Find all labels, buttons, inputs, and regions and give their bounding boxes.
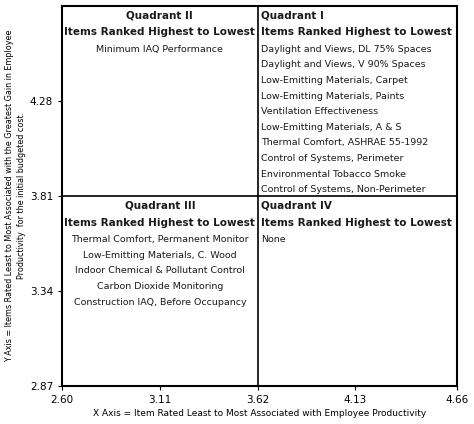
Text: Control of Systems, Perimeter: Control of Systems, Perimeter bbox=[262, 154, 404, 163]
Text: None: None bbox=[262, 235, 286, 244]
Text: Ventilation Effectiveness: Ventilation Effectiveness bbox=[262, 107, 379, 116]
Text: Quadrant I: Quadrant I bbox=[262, 10, 324, 20]
Text: Control of Systems, Non-Perimeter: Control of Systems, Non-Perimeter bbox=[262, 185, 426, 194]
Text: Low-Emitting Materials, A & S: Low-Emitting Materials, A & S bbox=[262, 123, 402, 132]
Y-axis label: Y Axis = Items Rated Least to Most Associated with the Greatest Gain in Employee: Y Axis = Items Rated Least to Most Assoc… bbox=[6, 30, 26, 362]
Text: Daylight and Views, DL 75% Spaces: Daylight and Views, DL 75% Spaces bbox=[262, 45, 432, 53]
Text: Thermal Comfort, Permanent Monitor: Thermal Comfort, Permanent Monitor bbox=[71, 235, 249, 244]
Text: Low-Emitting Materials, Paints: Low-Emitting Materials, Paints bbox=[262, 92, 405, 100]
Text: Construction IAQ, Before Occupancy: Construction IAQ, Before Occupancy bbox=[73, 298, 246, 307]
Text: Items Ranked Highest to Lowest: Items Ranked Highest to Lowest bbox=[64, 218, 255, 228]
Text: Quadrant III: Quadrant III bbox=[125, 201, 195, 210]
Text: Items Ranked Highest to Lowest: Items Ranked Highest to Lowest bbox=[64, 28, 255, 37]
Text: Low-Emitting Materials, Carpet: Low-Emitting Materials, Carpet bbox=[262, 76, 408, 85]
Text: Indoor Chemical & Pollutant Control: Indoor Chemical & Pollutant Control bbox=[75, 266, 245, 275]
Text: Items Ranked Highest to Lowest: Items Ranked Highest to Lowest bbox=[262, 28, 452, 37]
Text: Items Ranked Highest to Lowest: Items Ranked Highest to Lowest bbox=[262, 218, 452, 228]
Text: Minimum IAQ Performance: Minimum IAQ Performance bbox=[96, 45, 223, 53]
Text: Carbon Dioxide Monitoring: Carbon Dioxide Monitoring bbox=[97, 282, 223, 291]
Text: Environmental Tobacco Smoke: Environmental Tobacco Smoke bbox=[262, 170, 407, 179]
Text: Quadrant IV: Quadrant IV bbox=[262, 201, 332, 210]
Text: Low-Emitting Materials, C. Wood: Low-Emitting Materials, C. Wood bbox=[83, 251, 237, 259]
Text: Quadrant II: Quadrant II bbox=[127, 10, 193, 20]
X-axis label: X Axis = Item Rated Least to Most Associated with Employee Productivity: X Axis = Item Rated Least to Most Associ… bbox=[93, 410, 426, 418]
Text: Thermal Comfort, ASHRAE 55-1992: Thermal Comfort, ASHRAE 55-1992 bbox=[262, 139, 429, 148]
Text: Daylight and Views, V 90% Spaces: Daylight and Views, V 90% Spaces bbox=[262, 60, 426, 69]
